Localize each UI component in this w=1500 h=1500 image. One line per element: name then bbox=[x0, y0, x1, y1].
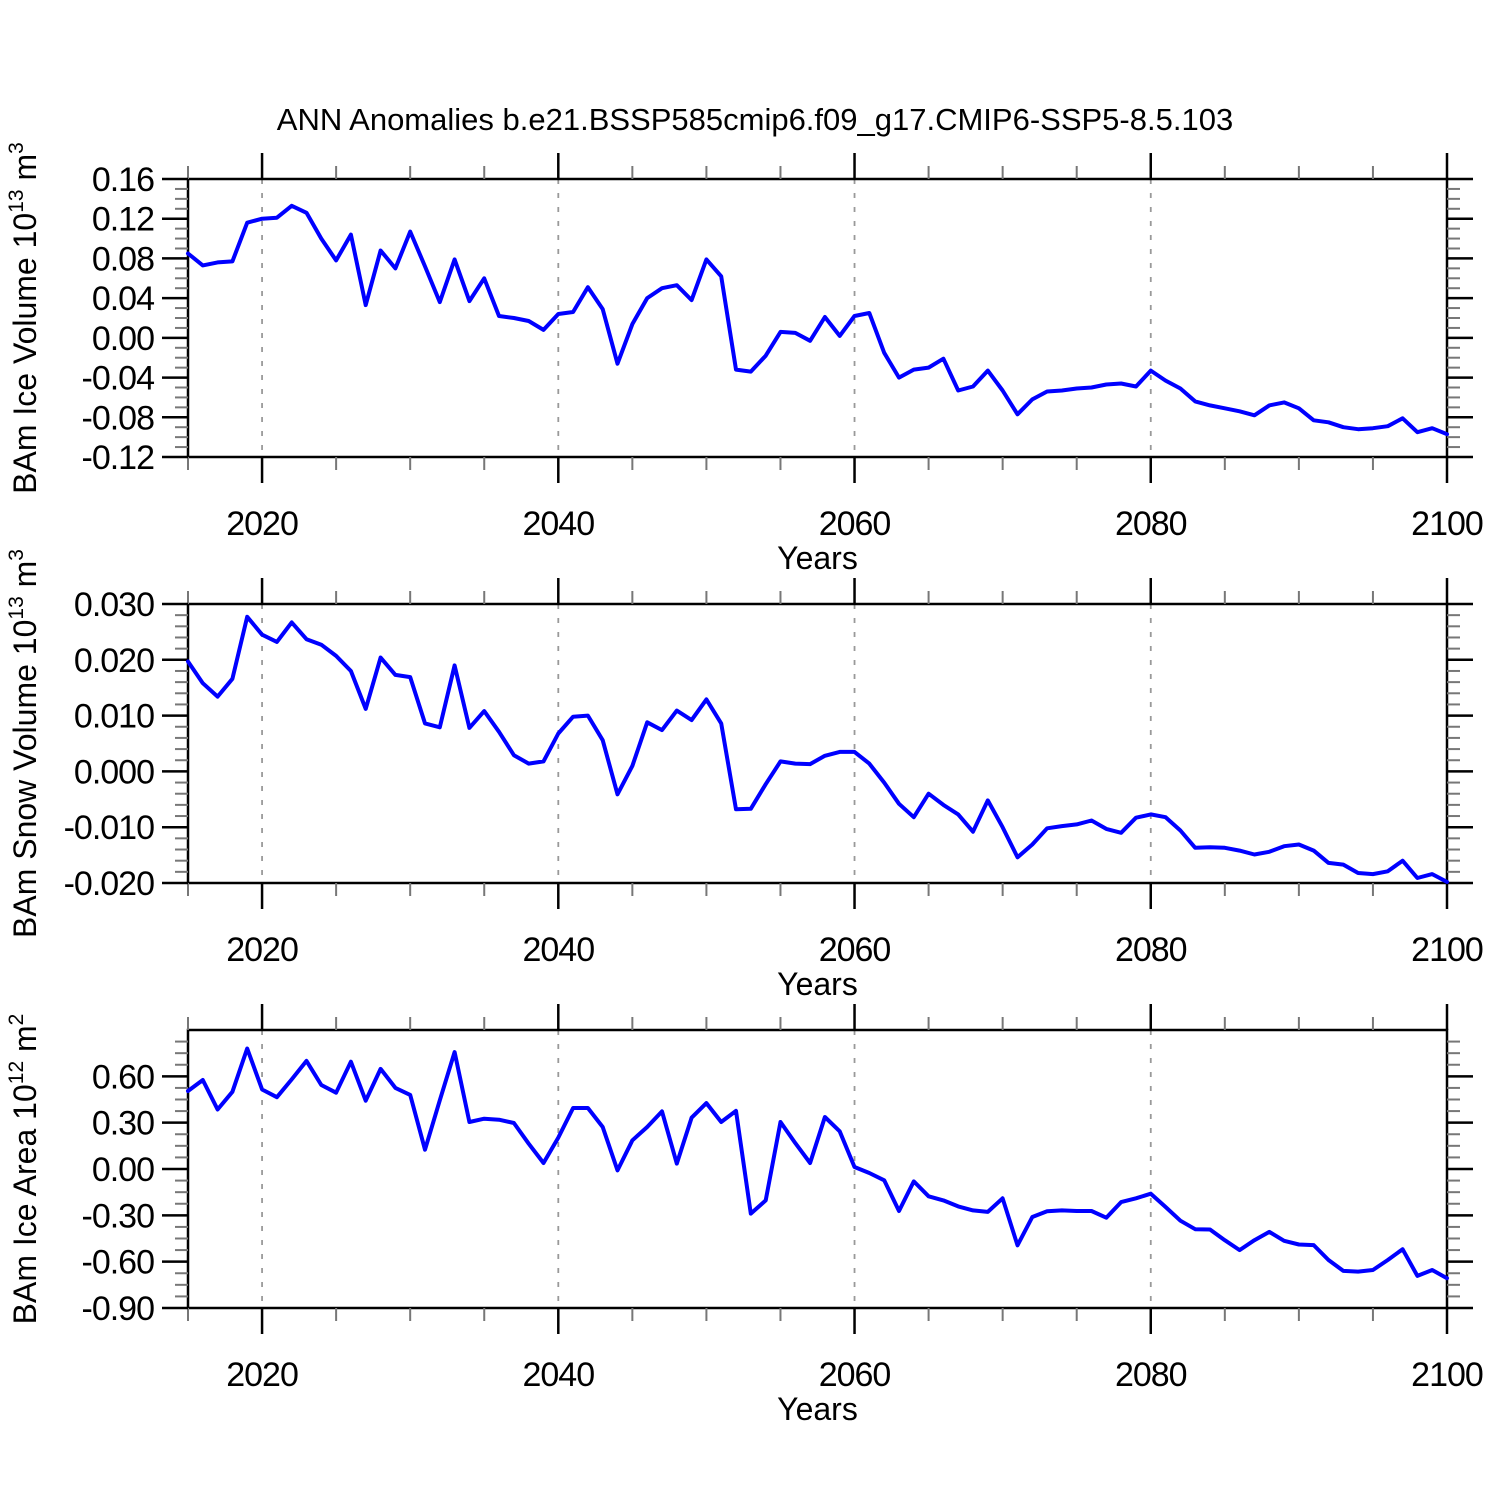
y-tick-label: 0.00 bbox=[92, 1151, 154, 1189]
y-tick-label: -0.12 bbox=[82, 439, 155, 477]
y-tick-label: 0.04 bbox=[92, 280, 154, 318]
x-tick-label: 2040 bbox=[522, 931, 594, 969]
y-tick-label: 0.030 bbox=[74, 586, 154, 624]
y-tick-label: 0.010 bbox=[74, 698, 154, 736]
y-tick-label: -0.010 bbox=[64, 809, 154, 847]
x-tick-label: 2060 bbox=[819, 1356, 891, 1394]
x-axis-title: Years bbox=[777, 1391, 858, 1427]
y-axis-title: BAm Snow Volume 1013 m3 bbox=[5, 549, 43, 938]
x-tick-label: 2060 bbox=[819, 931, 891, 969]
y-tick-label: -0.90 bbox=[82, 1290, 155, 1328]
y-tick-label: -0.04 bbox=[82, 360, 155, 398]
y-tick-label: 0.12 bbox=[92, 201, 154, 239]
y-tick-label: 0.08 bbox=[92, 240, 154, 278]
x-tick-label: 2100 bbox=[1411, 1356, 1483, 1394]
x-tick-label: 2060 bbox=[819, 505, 891, 543]
y-tick-label: 0.16 bbox=[92, 161, 154, 199]
x-tick-label: 2100 bbox=[1411, 505, 1483, 543]
plot-box bbox=[186, 1028, 1449, 1310]
y-axis-title: BAm Ice Volume 1013 m3 bbox=[5, 142, 43, 494]
x-tick-label: 2100 bbox=[1411, 931, 1483, 969]
y-tick-label: 0.000 bbox=[74, 753, 154, 791]
y-tick-label: -0.30 bbox=[82, 1197, 155, 1235]
x-tick-label: 2080 bbox=[1115, 931, 1187, 969]
x-axis-title: Years bbox=[777, 540, 858, 576]
x-tick-label: 2040 bbox=[522, 505, 594, 543]
y-tick-label: 0.60 bbox=[92, 1058, 154, 1096]
ice-volume-line bbox=[186, 203, 1449, 437]
x-tick-label: 2020 bbox=[226, 931, 298, 969]
ice-area-panel: 2020 2040 2060 2080 2100 0.60 0.30 0.00 -0.30 -0.… bbox=[5, 1004, 1484, 1427]
y-tick-label: -0.08 bbox=[82, 399, 155, 437]
y-axis-title: BAm Ice Area 1012 m2 bbox=[5, 1014, 43, 1325]
y-tick-label: -0.020 bbox=[64, 865, 154, 903]
x-tick-label: 2080 bbox=[1115, 1356, 1187, 1394]
x-axis-title: Years bbox=[777, 966, 858, 1002]
x-tick-label: 2020 bbox=[226, 505, 298, 543]
y-tick-label: 0.30 bbox=[92, 1105, 154, 1143]
plot-box bbox=[186, 177, 1449, 459]
x-tick-label: 2020 bbox=[226, 1356, 298, 1394]
plot-box bbox=[186, 602, 1449, 885]
ice-area-line bbox=[186, 1046, 1449, 1281]
x-tick-label: 2040 bbox=[522, 1356, 594, 1394]
snow-volume-line bbox=[186, 614, 1449, 884]
y-tick-label: 0.020 bbox=[74, 642, 154, 680]
y-tick-label: -0.60 bbox=[82, 1244, 155, 1282]
ice-volume-panel: 2020 2040 2060 2080 2100 0.160.120.080.040.00… bbox=[5, 142, 1484, 576]
snow-volume-panel: 2020 2040 2060 2080 2100 0.030 0.020 0.010 0.000… bbox=[5, 549, 1484, 1002]
x-tick-label: 2080 bbox=[1115, 505, 1187, 543]
chart-title: ANN Anomalies b.e21.BSSP585cmip6.f09_g17… bbox=[277, 102, 1233, 137]
y-tick-label: 0.00 bbox=[92, 320, 154, 358]
